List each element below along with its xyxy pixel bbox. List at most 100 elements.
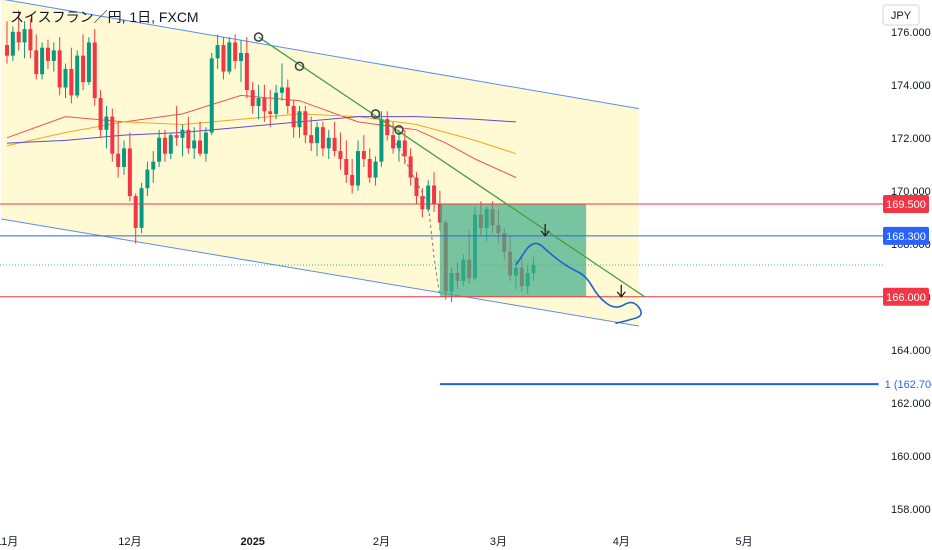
candle-body[interactable] xyxy=(139,188,144,228)
candle-body[interactable] xyxy=(256,98,261,106)
candle-body[interactable] xyxy=(180,129,185,138)
high-marker[interactable] xyxy=(253,32,264,42)
y-tick-label: 170.000 xyxy=(891,186,931,198)
candle-body[interactable] xyxy=(110,116,115,154)
candle-body[interactable] xyxy=(133,196,138,228)
candle-body[interactable] xyxy=(16,31,21,43)
down-arrow[interactable] xyxy=(616,284,626,298)
candle-body[interactable] xyxy=(75,55,80,96)
candle-body[interactable] xyxy=(145,169,150,189)
price-badge[interactable] xyxy=(883,226,929,245)
y-tick-label: 172.000 xyxy=(891,133,931,145)
candle-body[interactable] xyxy=(320,127,325,149)
candle-body[interactable] xyxy=(367,159,372,178)
candle-body[interactable] xyxy=(297,111,302,128)
candle-body[interactable] xyxy=(408,156,413,178)
candle-body[interactable] xyxy=(116,153,121,167)
candle-body[interactable] xyxy=(344,159,349,175)
candle-body[interactable] xyxy=(315,127,320,144)
candle-body[interactable] xyxy=(22,29,27,43)
candle-body[interactable] xyxy=(162,137,167,154)
candle-body[interactable] xyxy=(168,135,173,154)
candle-body[interactable] xyxy=(285,87,290,106)
candle-body[interactable] xyxy=(157,137,162,162)
candle-body[interactable] xyxy=(215,45,220,59)
channel-lower-line[interactable] xyxy=(1,218,639,327)
candle-body[interactable] xyxy=(127,148,132,197)
candle-body[interactable] xyxy=(274,92,279,114)
candle-body[interactable] xyxy=(291,106,296,128)
candle-body[interactable] xyxy=(414,177,419,197)
candle-body[interactable] xyxy=(239,53,243,61)
candle-body[interactable] xyxy=(81,55,86,83)
candle-body[interactable] xyxy=(209,58,214,133)
candle-body[interactable] xyxy=(432,185,437,205)
channel-upper-line[interactable] xyxy=(1,0,639,110)
candle-body[interactable] xyxy=(192,140,197,149)
candle-body[interactable] xyxy=(203,132,208,154)
candle-body[interactable] xyxy=(332,137,337,152)
candle-body[interactable] xyxy=(244,53,249,91)
candle-body[interactable] xyxy=(92,42,97,99)
time-axis[interactable]: 11月 12月 2025 2月 3月 4月 5月 xyxy=(0,536,753,548)
candle-body[interactable] xyxy=(391,135,396,149)
candle-body[interactable] xyxy=(356,151,360,186)
candle-body[interactable] xyxy=(309,135,314,144)
candle-body[interactable] xyxy=(98,98,103,130)
candle-body[interactable] xyxy=(420,196,425,210)
candle-body[interactable] xyxy=(34,50,39,75)
y-tick-label: 158.000 xyxy=(891,504,931,516)
candle-body[interactable] xyxy=(104,116,109,130)
candle-body[interactable] xyxy=(63,68,68,88)
candle-body[interactable] xyxy=(51,50,56,61)
high-marker[interactable] xyxy=(370,109,381,119)
candle-body[interactable] xyxy=(174,135,179,138)
candle-body[interactable] xyxy=(279,87,284,93)
candle-body[interactable] xyxy=(233,42,238,61)
price-badge[interactable] xyxy=(883,195,929,214)
candle-body[interactable] xyxy=(361,151,366,159)
down-arrow[interactable] xyxy=(540,223,550,237)
y-tick-label: 160.000 xyxy=(891,451,931,463)
price-badge[interactable] xyxy=(883,287,929,306)
high-marker[interactable] xyxy=(294,61,305,72)
currency-button[interactable]: JPY xyxy=(882,4,920,26)
annotations[interactable]: 1 (162.706) xyxy=(0,32,932,391)
candle-body[interactable] xyxy=(426,185,431,210)
candle-body[interactable] xyxy=(268,111,273,114)
x-tick-label: 2025 xyxy=(240,536,264,548)
candle-body[interactable] xyxy=(45,47,50,61)
candle-body[interactable] xyxy=(57,50,62,88)
candle-body[interactable] xyxy=(227,42,232,72)
candle-body[interactable] xyxy=(338,151,343,159)
candle-body[interactable] xyxy=(373,161,378,178)
target-zone[interactable] xyxy=(439,204,587,297)
candle-body[interactable] xyxy=(402,140,407,157)
x-tick-label: 3月 xyxy=(490,536,507,548)
candle-body[interactable] xyxy=(10,31,15,56)
candle-body[interactable] xyxy=(151,161,156,170)
candle-body[interactable] xyxy=(69,68,74,96)
candle-body[interactable] xyxy=(122,148,126,167)
candle-body[interactable] xyxy=(396,140,401,149)
candle-body[interactable] xyxy=(250,90,255,106)
high-marker[interactable] xyxy=(394,125,404,135)
candle-body[interactable] xyxy=(40,47,45,75)
dashed-path[interactable] xyxy=(392,137,441,297)
trend-line[interactable] xyxy=(258,36,646,298)
candle-body[interactable] xyxy=(350,174,355,186)
candle-body[interactable] xyxy=(262,98,267,112)
candle-body[interactable] xyxy=(186,129,191,149)
candle-body[interactable] xyxy=(303,111,308,136)
candle-body[interactable] xyxy=(326,137,331,149)
candle-body[interactable] xyxy=(86,42,91,83)
candle-body[interactable] xyxy=(5,45,9,56)
candle-body[interactable] xyxy=(385,119,390,136)
price-axis[interactable]: 176.000174.000172.000170.000168.000166.0… xyxy=(883,27,931,516)
candle-body[interactable] xyxy=(379,119,384,162)
candle-body[interactable] xyxy=(198,140,203,154)
candle-body[interactable] xyxy=(221,45,226,72)
candle-body[interactable] xyxy=(28,29,33,51)
forecast-path[interactable] xyxy=(515,242,642,325)
